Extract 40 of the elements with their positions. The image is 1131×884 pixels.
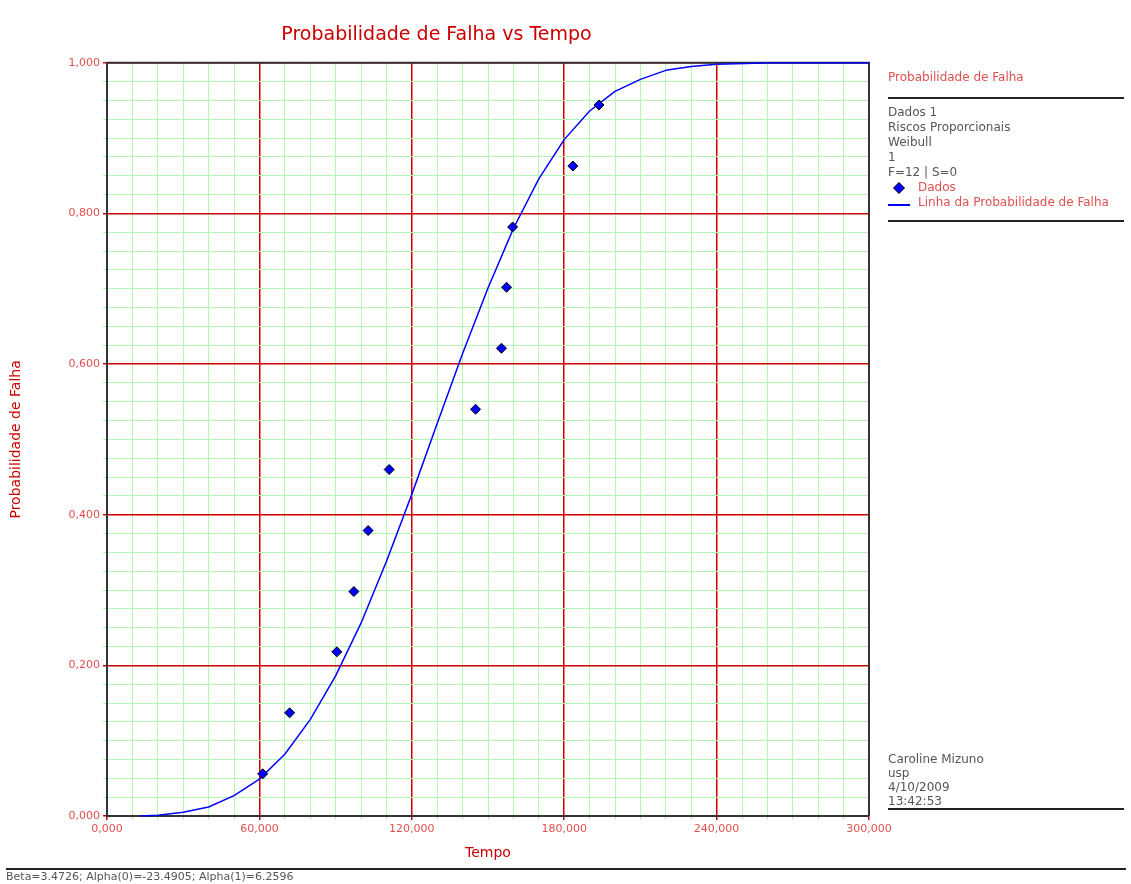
chart-title: Probabilidade de Falha vs Tempo: [281, 22, 592, 45]
y-tick-label: 0,400: [68, 507, 100, 521]
point: [567, 160, 579, 172]
y-tick-label: 1,000: [68, 55, 100, 69]
text: Caroline Mizuno: [888, 752, 985, 766]
x-tick-label: 0,000: [91, 822, 123, 836]
text: F=12 | S=0: [888, 165, 959, 180]
point: [383, 464, 395, 476]
legend-label: Linha da Probabilidade de Falha: [918, 195, 1109, 210]
y-tick-label: 0,800: [68, 206, 100, 220]
point: [331, 646, 343, 658]
y-tick-label: 0,200: [68, 658, 100, 672]
point: [501, 281, 513, 293]
legend-label: Dados: [918, 180, 956, 195]
y-axis-title: Probabilidade de Falha: [7, 360, 24, 519]
x-tick-label: 60,000: [240, 822, 279, 836]
point: [507, 221, 519, 233]
text: Dados 1: [888, 105, 939, 120]
text: Beta=3.4726; Alpha(0)=-23.4905; Alpha(1)=6.2596: [6, 868, 1126, 883]
point: [284, 707, 296, 719]
y-tick-label: 0,000: [68, 808, 100, 822]
text: Riscos Proporcionais: [888, 120, 1012, 135]
point: [593, 99, 605, 111]
text: 13:42:53: [888, 794, 943, 808]
x-tick-label: 300,000: [846, 822, 892, 836]
text: 4/10/2009: [888, 780, 951, 794]
x-tick-label: 120,000: [389, 822, 435, 836]
point: [348, 586, 360, 598]
x-axis-title: Tempo: [464, 844, 511, 861]
y-tick-label: 0,600: [68, 356, 100, 370]
text: 1: [888, 150, 897, 165]
x-tick-label: 180,000: [541, 822, 587, 836]
text: usp: [888, 766, 911, 780]
point: [495, 342, 507, 354]
legend-title: Probabilidade de Falha: [888, 70, 1124, 99]
point: [257, 768, 269, 780]
x-tick-label: 240,000: [693, 822, 740, 836]
point: [362, 525, 374, 537]
text: Weibull: [888, 135, 933, 150]
point: [470, 403, 482, 415]
